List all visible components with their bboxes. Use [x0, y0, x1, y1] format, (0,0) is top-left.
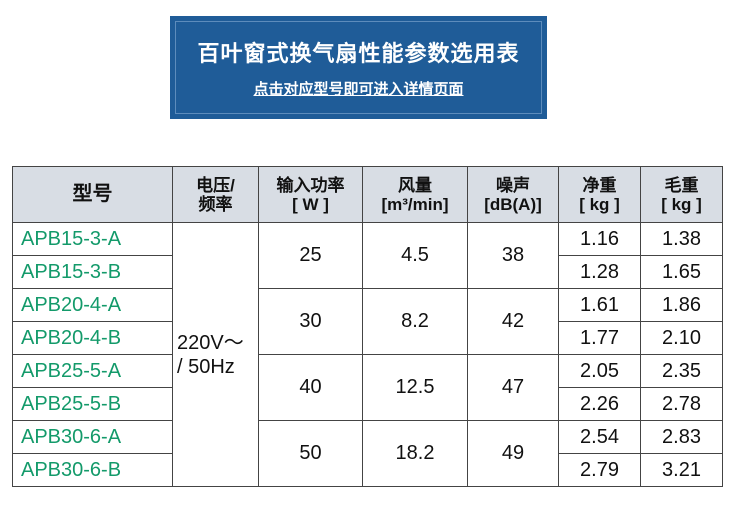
header-line2: 频率 [198, 194, 233, 214]
net-weight-cell: 1.16 [558, 222, 641, 256]
model-link[interactable]: APB30-6-B [12, 453, 173, 487]
header-line2: [dB(A)] [484, 194, 542, 214]
gross-weight-cell: 2.35 [640, 354, 723, 388]
power-cell: 50 [258, 420, 363, 487]
model-link[interactable]: APB20-4-A [12, 288, 173, 322]
noise-cell: 49 [467, 420, 559, 487]
header-line1: 输入功率 [276, 175, 345, 195]
net-weight-cell: 1.61 [558, 288, 641, 322]
model-link[interactable]: APB20-4-B [12, 321, 173, 355]
table-row: APB30-6-A 50 18.2 49 2.54 2.83 [12, 420, 723, 487]
net-weight-cell: 1.77 [558, 321, 641, 355]
header-row: 型号 电压/频率 输入功率[ W ] 风量 [m³/min] 噪声 [dB(A)] 净重[ k… [12, 166, 723, 223]
header-line2: [ kg ] [579, 194, 620, 214]
banner-border [175, 21, 542, 114]
model-link[interactable]: APB25-5-B [12, 387, 173, 421]
header-gross-weight: 毛重[ kg ] [640, 166, 723, 223]
header-line2: [ kg ] [661, 194, 702, 214]
title-banner: 百叶窗式换气扇性能参数选用表 点击对应型号即可进入详情页面 [170, 16, 547, 119]
spec-table: 型号 电压/频率 输入功率[ W ] 风量 [m³/min] 噪声 [dB(A)] 净重[ k… [12, 166, 723, 487]
header-net-weight: 净重[ kg ] [558, 166, 641, 223]
airflow-cell: 8.2 [362, 288, 468, 355]
header-line1: 风量 [398, 175, 432, 195]
page-title: 百叶窗式换气扇性能参数选用表 [197, 41, 520, 67]
gross-weight-cell: 2.83 [640, 420, 723, 454]
gross-weight-cell: 1.65 [640, 255, 723, 289]
header-airflow: 风量 [m³/min] [362, 166, 468, 223]
header-model: 型号 [12, 166, 173, 223]
net-weight-cell: 2.05 [558, 354, 641, 388]
power-cell: 40 [258, 354, 363, 421]
header-line1: 电压/ [196, 175, 235, 195]
noise-cell: 42 [467, 288, 559, 355]
header-line2: [m³/min] [381, 194, 449, 214]
model-link[interactable]: APB25-5-A [12, 354, 173, 388]
voltage-line2: / 50Hz [177, 355, 235, 378]
header-line1: 净重 [582, 175, 617, 195]
gross-weight-cell: 1.86 [640, 288, 723, 322]
airflow-cell: 4.5 [362, 222, 468, 289]
power-cell: 25 [258, 222, 363, 289]
net-weight-cell: 2.26 [558, 387, 641, 421]
gross-weight-cell: 1.38 [640, 222, 723, 256]
voltage-cell: 220V～/ 50Hz [172, 222, 259, 487]
voltage-line1: 220V～ [177, 331, 244, 354]
header-power: 输入功率[ W ] [258, 166, 363, 223]
gross-weight-cell: 2.10 [640, 321, 723, 355]
net-weight-cell: 2.79 [558, 453, 641, 487]
header-line1: 毛重 [664, 175, 699, 195]
noise-cell: 47 [467, 354, 559, 421]
model-link[interactable]: APB15-3-B [12, 255, 173, 289]
subtitle-link[interactable]: 点击对应型号即可进入详情页面 [253, 80, 464, 98]
table-row: APB20-4-B 1.77 2.10 [12, 321, 723, 355]
model-link[interactable]: APB15-3-A [12, 222, 173, 256]
subtitle: 点击对应型号即可进入详情页面 [170, 78, 547, 99]
table-row: APB15-3-B 1.28 1.65 [12, 255, 723, 289]
net-weight-cell: 2.54 [558, 420, 641, 454]
header-line2: [ W ] [292, 194, 329, 214]
gross-weight-cell: 2.78 [640, 387, 723, 421]
table-row: APB25-5-B 2.26 2.78 [12, 387, 723, 421]
noise-cell: 38 [467, 222, 559, 289]
header-voltage: 电压/频率 [172, 166, 259, 223]
gross-weight-cell: 3.21 [640, 453, 723, 487]
net-weight-cell: 1.28 [558, 255, 641, 289]
header-line1: 型号 [72, 183, 113, 205]
header-line1: 噪声 [496, 175, 530, 195]
airflow-cell: 12.5 [362, 354, 468, 421]
table-row: APB25-5-A 40 12.5 47 2.05 2.35 [12, 354, 723, 421]
airflow-cell: 18.2 [362, 420, 468, 487]
model-link[interactable]: APB30-6-A [12, 420, 173, 454]
header-noise: 噪声 [dB(A)] [467, 166, 559, 223]
table-row: APB30-6-B 2.79 3.21 [12, 453, 723, 487]
power-cell: 30 [258, 288, 363, 355]
table-row: APB20-4-A 30 8.2 42 1.61 1.86 [12, 288, 723, 355]
table-row: APB15-3-A 220V～/ 50Hz 25 4.5 38 1.16 1.38 [12, 222, 723, 487]
